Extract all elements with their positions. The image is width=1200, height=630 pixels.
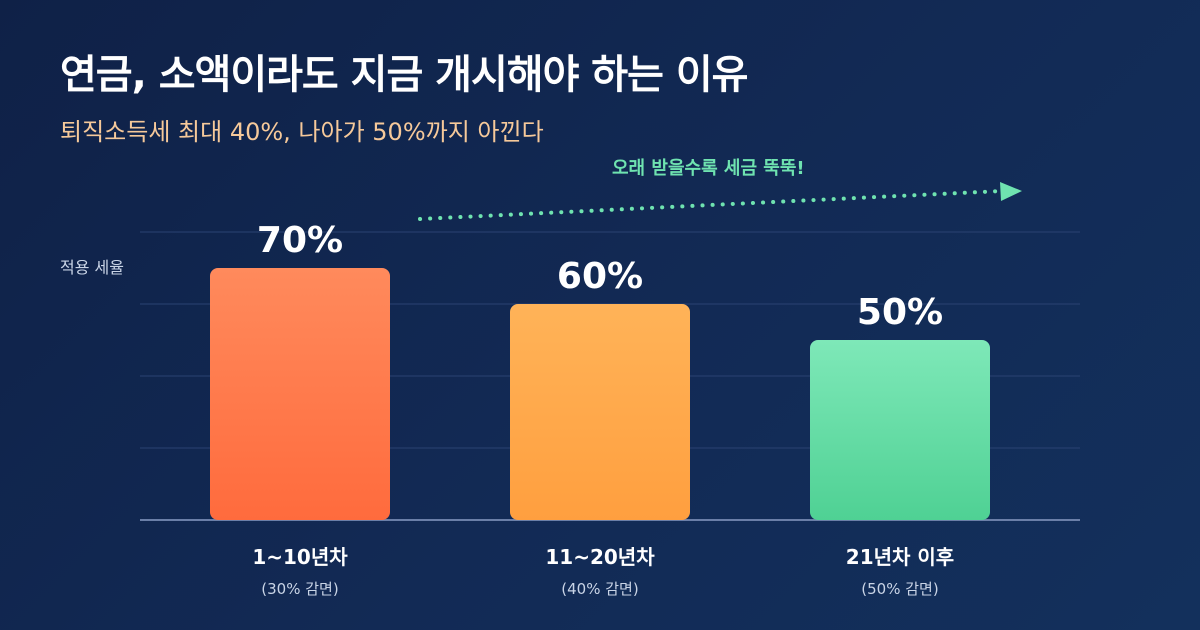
value-label: 50% [857, 292, 943, 333]
value-label: 60% [557, 256, 643, 297]
page-title: 연금, 소액이라도 지금 개시해야 하는 이유 [60, 52, 748, 98]
bar-2 [510, 304, 690, 520]
bar-3 [810, 340, 990, 520]
page-subtitle: 퇴직소득세 최대 40%, 나아가 50%까지 아낀다 [60, 118, 544, 146]
trend-arrow [418, 182, 1022, 221]
trend-annotation: 오래 받을수록 세금 뚝뚝! [612, 158, 805, 179]
category-sublabel: (30% 감면) [261, 580, 338, 598]
bar-1 [210, 268, 390, 520]
category-label: 11~20년차 [545, 545, 655, 569]
category-sublabel: (50% 감면) [861, 580, 938, 598]
category-label: 21년차 이후 [846, 545, 954, 569]
bars [210, 268, 990, 520]
trend-arrow-line [418, 189, 1004, 221]
category-label: 1~10년차 [252, 545, 348, 569]
value-label: 70% [257, 220, 343, 261]
category-sublabel: (40% 감면) [561, 580, 638, 598]
labels: 70% 1~10년차 (30% 감면) 60% 11~20년차 (40% 감면) 50% 21… [252, 220, 954, 598]
arrow-head-icon [1000, 182, 1022, 201]
y-axis-label: 적용 세율 [60, 258, 124, 277]
